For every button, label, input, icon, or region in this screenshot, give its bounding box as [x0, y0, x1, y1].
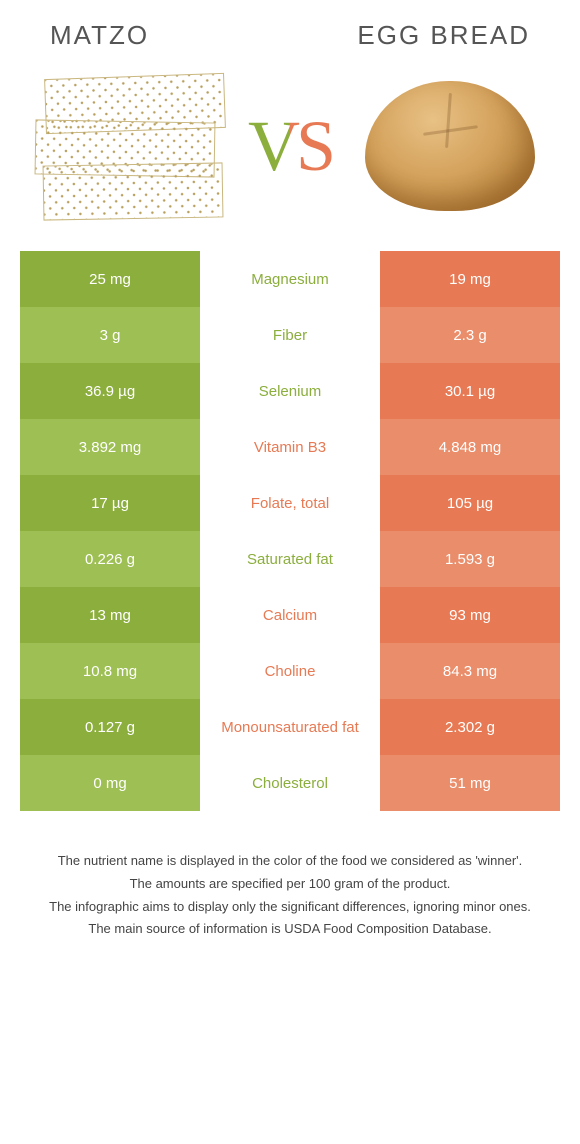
right-value: 2.3 g [380, 307, 560, 363]
nutrient-label: Calcium [200, 587, 380, 643]
right-value: 93 mg [380, 587, 560, 643]
nutrient-row: 25 mgMagnesium19 mg [20, 251, 560, 307]
vs-label: VS [248, 105, 332, 188]
nutrient-table: 25 mgMagnesium19 mg3 gFiber2.3 g36.9 µgS… [20, 251, 560, 811]
right-value: 19 mg [380, 251, 560, 307]
left-value: 0.226 g [20, 531, 200, 587]
matzo-image [30, 71, 230, 221]
nutrient-row: 0.127 gMonounsaturated fat2.302 g [20, 699, 560, 755]
left-value: 3.892 mg [20, 419, 200, 475]
right-value: 51 mg [380, 755, 560, 811]
nutrient-label: Magnesium [200, 251, 380, 307]
left-value: 0.127 g [20, 699, 200, 755]
note-line: The infographic aims to display only the… [30, 897, 550, 918]
comparison-infographic: Matzo Egg bread VS 25 mgMagnesium19 mg3 … [0, 0, 580, 972]
left-value: 25 mg [20, 251, 200, 307]
header: Matzo Egg bread [20, 20, 560, 71]
right-value: 4.848 mg [380, 419, 560, 475]
left-value: 36.9 µg [20, 363, 200, 419]
egg-bread-image [350, 71, 550, 221]
nutrient-label: Cholesterol [200, 755, 380, 811]
nutrient-label: Choline [200, 643, 380, 699]
nutrient-label: Monounsaturated fat [200, 699, 380, 755]
nutrient-row: 10.8 mgCholine84.3 mg [20, 643, 560, 699]
note-line: The nutrient name is displayed in the co… [30, 851, 550, 872]
note-line: The main source of information is USDA F… [30, 919, 550, 940]
hero-row: VS [20, 71, 560, 251]
nutrient-row: 0 mgCholesterol51 mg [20, 755, 560, 811]
nutrient-label: Folate, total [200, 475, 380, 531]
nutrient-label: Saturated fat [200, 531, 380, 587]
right-value: 30.1 µg [380, 363, 560, 419]
left-value: 10.8 mg [20, 643, 200, 699]
right-value: 105 µg [380, 475, 560, 531]
left-food-title: Matzo [50, 20, 149, 51]
footer-notes: The nutrient name is displayed in the co… [20, 851, 560, 940]
nutrient-row: 36.9 µgSelenium30.1 µg [20, 363, 560, 419]
left-value: 0 mg [20, 755, 200, 811]
nutrient-row: 3.892 mgVitamin B34.848 mg [20, 419, 560, 475]
nutrient-label: Selenium [200, 363, 380, 419]
nutrient-label: Vitamin B3 [200, 419, 380, 475]
nutrient-label: Fiber [200, 307, 380, 363]
nutrient-row: 13 mgCalcium93 mg [20, 587, 560, 643]
right-value: 1.593 g [380, 531, 560, 587]
left-value: 3 g [20, 307, 200, 363]
nutrient-row: 3 gFiber2.3 g [20, 307, 560, 363]
nutrient-row: 0.226 gSaturated fat1.593 g [20, 531, 560, 587]
nutrient-row: 17 µgFolate, total105 µg [20, 475, 560, 531]
right-value: 84.3 mg [380, 643, 560, 699]
note-line: The amounts are specified per 100 gram o… [30, 874, 550, 895]
left-value: 13 mg [20, 587, 200, 643]
right-value: 2.302 g [380, 699, 560, 755]
right-food-title: Egg bread [357, 20, 530, 51]
left-value: 17 µg [20, 475, 200, 531]
